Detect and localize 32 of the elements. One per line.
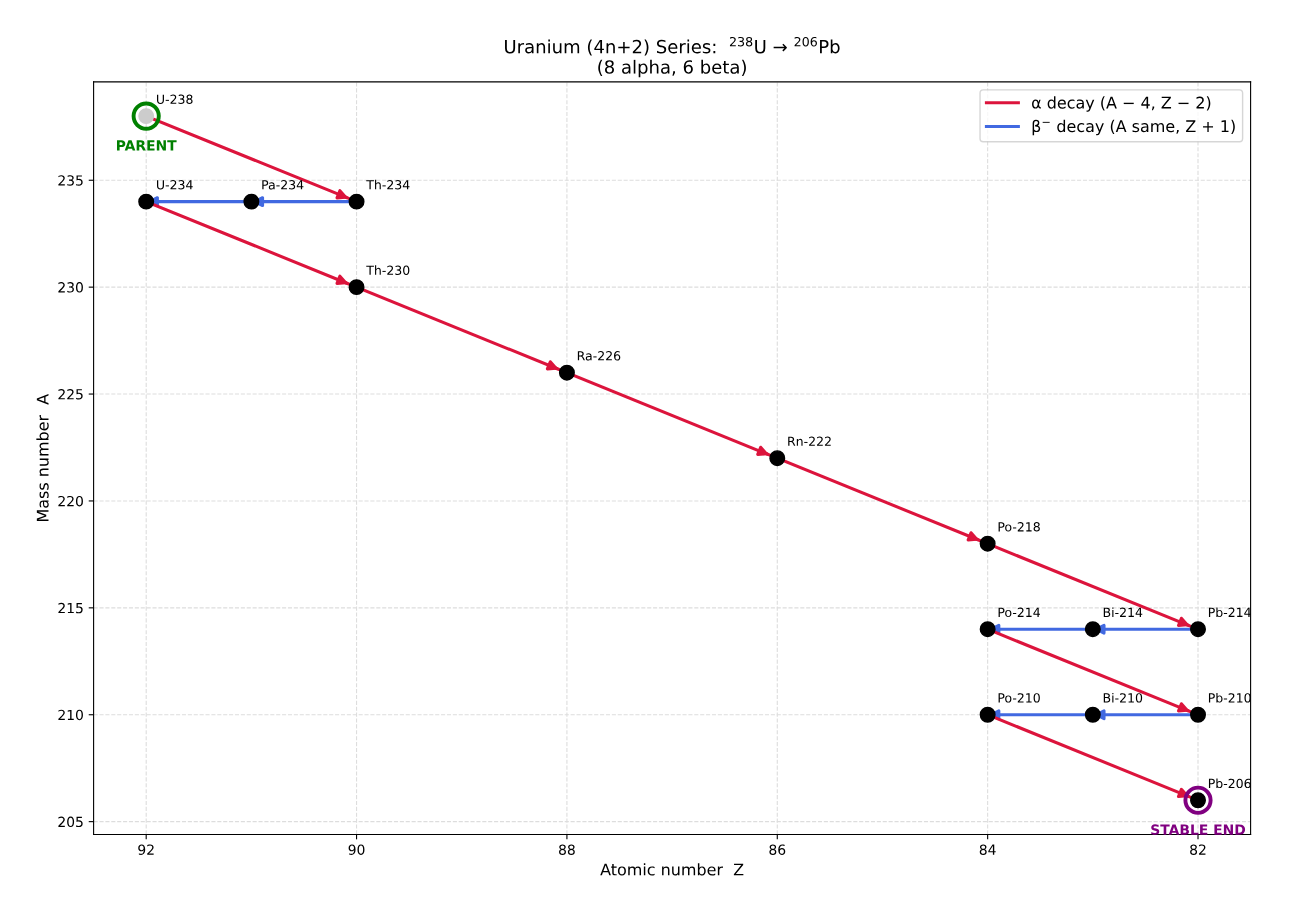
annotation: Ra-226	[577, 351, 621, 361]
y-tick-label: 230	[58, 282, 83, 293]
annotation: Po-214	[998, 607, 1040, 618]
x-tick-label: 90	[348, 844, 365, 855]
legend-label: α decay (A − 4, Z − 2)	[1032, 96, 1211, 112]
y-tick-label: 210	[58, 709, 83, 721]
annotation: Th-234	[366, 179, 410, 190]
x-axis-title: Atomic number Z	[600, 863, 744, 876]
x-tick-label: 86	[769, 844, 786, 855]
y-tick-label: 220	[58, 495, 83, 507]
annotation: Po-210	[998, 693, 1040, 703]
annotation: Bi-214	[1103, 607, 1143, 617]
y-tick-label: 225	[58, 389, 83, 400]
legend-label: β$^{−}$ decay (A same, Z + 1)	[1032, 119, 1235, 136]
annotation: U-238	[157, 94, 193, 104]
y-tick-label: 205	[58, 816, 83, 828]
annotation: Po-218	[998, 522, 1040, 532]
annotation: STABLE END	[1151, 824, 1246, 835]
y-tick-label: 235	[58, 175, 83, 186]
annotation: U-234	[157, 180, 193, 190]
y-axis-title: Mass number A	[36, 393, 49, 521]
annotation: PARENT	[117, 140, 177, 151]
annotation: Bi-210	[1103, 692, 1143, 703]
x-tick-label: 82	[1190, 844, 1206, 855]
x-tick-label: 88	[559, 844, 575, 855]
x-tick-label: 92	[138, 844, 154, 855]
annotation: Th-230	[366, 265, 410, 275]
chart-title: Uranium (4n+2) Series: $^{238}$U → $^{206}$Pb (8 alpha, 6 beta)	[505, 36, 840, 78]
annotation: Pa-234	[262, 180, 304, 190]
y-tick-label: 215	[58, 602, 83, 614]
x-tick-label: 84	[979, 844, 996, 855]
annotation: Rn-222	[788, 436, 831, 446]
